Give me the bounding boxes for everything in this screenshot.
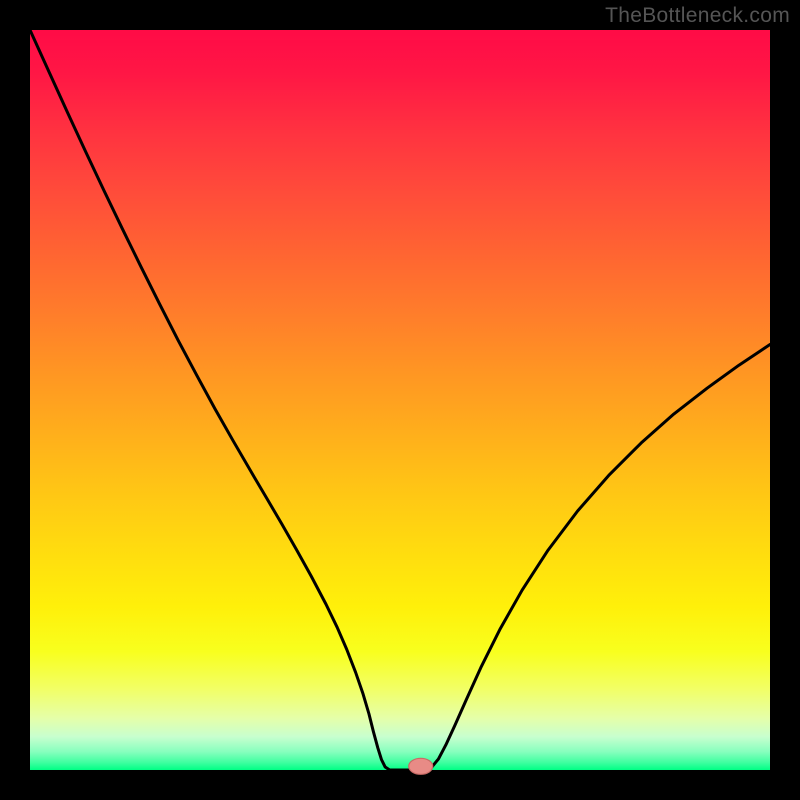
figure-root: TheBottleneck.com (0, 0, 800, 800)
plot-background (30, 30, 770, 770)
source-watermark: TheBottleneck.com (605, 4, 790, 28)
plot-canvas (0, 0, 800, 800)
optimal-point-marker (409, 758, 433, 774)
